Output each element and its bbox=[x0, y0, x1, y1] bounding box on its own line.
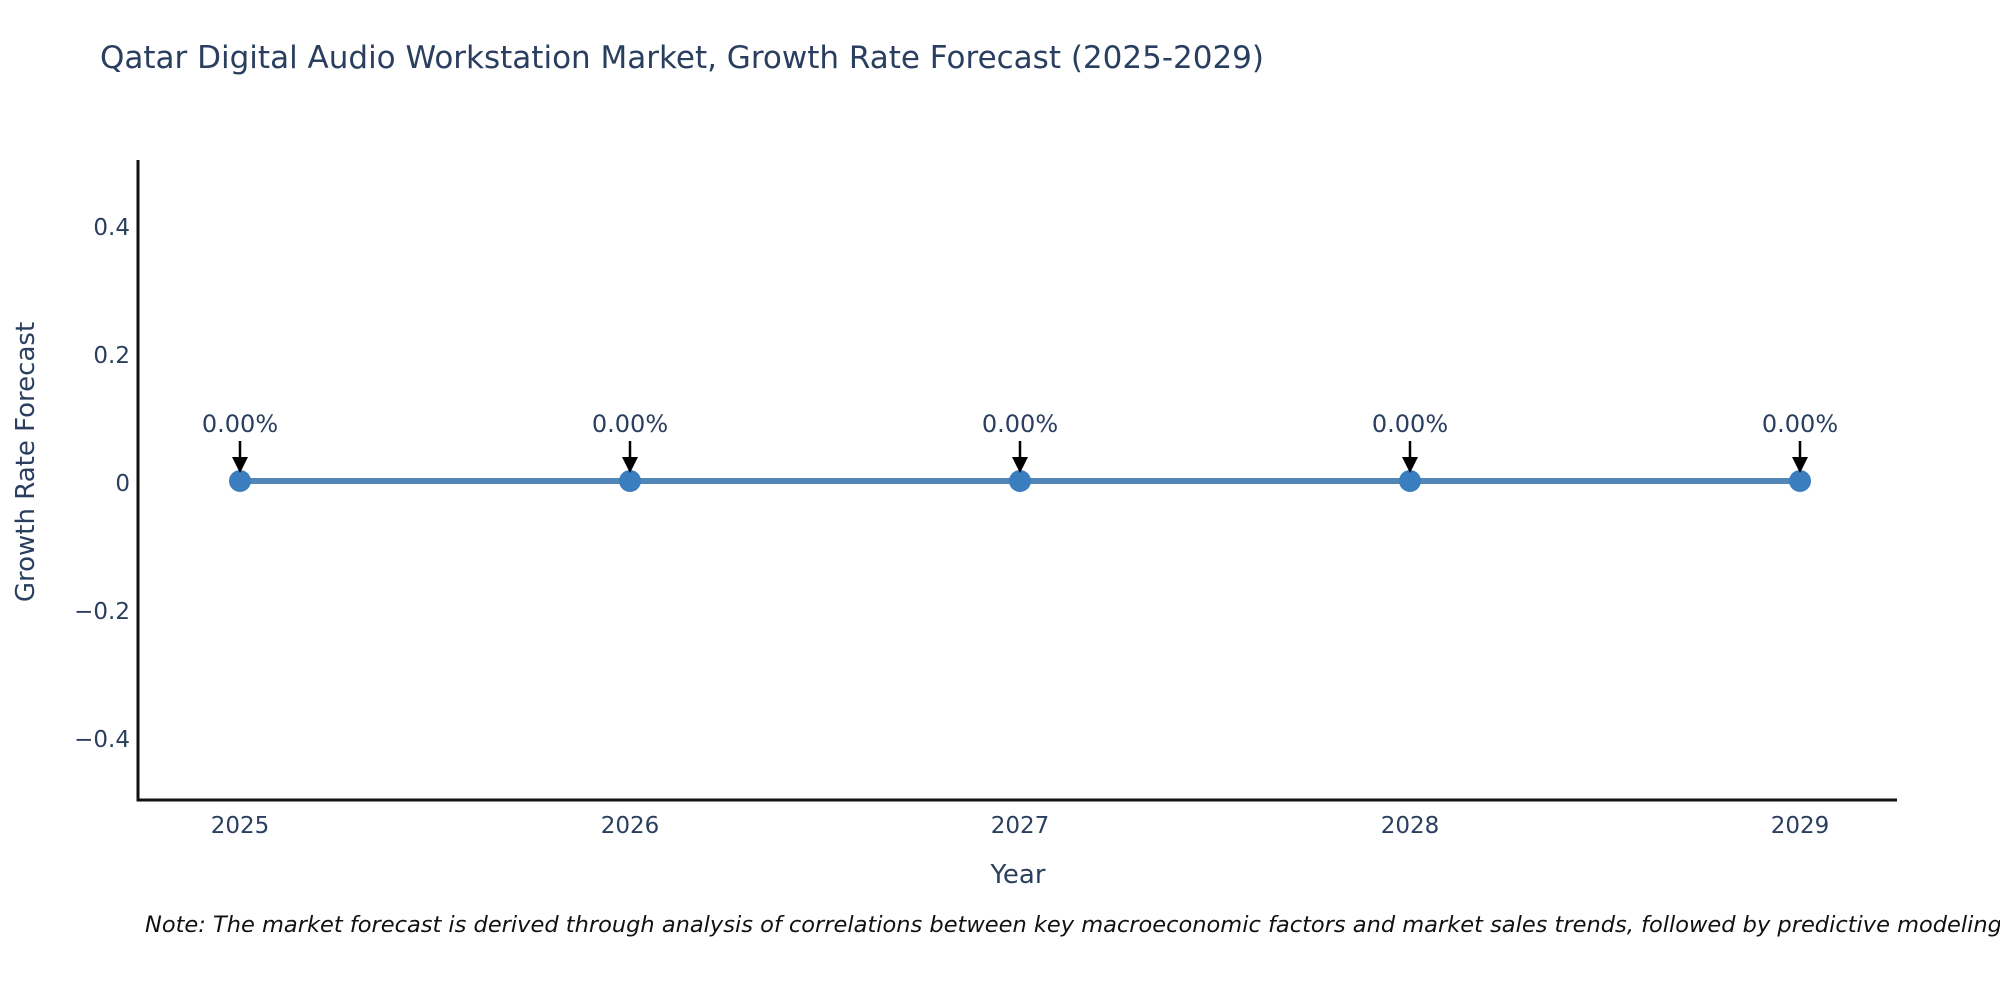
data-point-marker bbox=[229, 470, 251, 492]
point-value-label: 0.00% bbox=[1762, 410, 1838, 438]
point-value-label: 0.00% bbox=[592, 410, 668, 438]
x-tick-label: 2028 bbox=[1381, 813, 1440, 839]
point-value-label: 0.00% bbox=[202, 410, 278, 438]
x-axis-title: Year bbox=[990, 860, 1046, 890]
annotation-arrow-head bbox=[1402, 457, 1418, 473]
y-tick-label: 0.2 bbox=[93, 343, 130, 369]
footnote: Note: The market forecast is derived thr… bbox=[145, 912, 2000, 938]
y-tick-label: −0.4 bbox=[74, 727, 130, 753]
data-point-marker bbox=[1009, 470, 1031, 492]
data-point-marker bbox=[619, 470, 641, 492]
data-point-marker bbox=[1789, 470, 1811, 492]
y-tick-label: −0.2 bbox=[74, 599, 130, 625]
annotation-arrow-head bbox=[622, 457, 638, 473]
annotation-arrow-head bbox=[232, 457, 248, 473]
x-tick-label: 2025 bbox=[211, 813, 270, 839]
x-tick-label: 2027 bbox=[991, 813, 1050, 839]
annotation-arrow-head bbox=[1012, 457, 1028, 473]
point-value-label: 0.00% bbox=[982, 410, 1058, 438]
y-tick-label: 0 bbox=[115, 471, 130, 497]
chart-title: Qatar Digital Audio Workstation Market, … bbox=[100, 40, 1264, 76]
annotation-arrow-head bbox=[1792, 457, 1808, 473]
x-tick-label: 2026 bbox=[601, 813, 660, 839]
x-tick-label: 2029 bbox=[1771, 813, 1830, 839]
point-value-label: 0.00% bbox=[1372, 410, 1448, 438]
y-tick-label: 0.4 bbox=[93, 215, 130, 241]
data-point-marker bbox=[1399, 470, 1421, 492]
